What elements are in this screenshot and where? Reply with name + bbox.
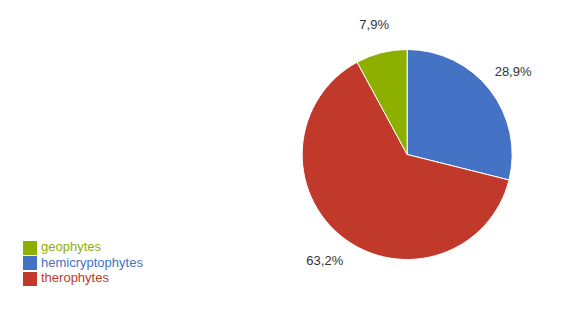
svg-text:7,9%: 7,9% [359,17,389,32]
svg-text:28,9%: 28,9% [495,64,532,79]
svg-text:63,2%: 63,2% [306,253,343,268]
html-text:geophytes: geophytes [41,239,101,255]
html-text:therophytes: therophytes [41,270,109,286]
html-text:hemicryptophytes: hemicryptophytes [41,254,143,270]
